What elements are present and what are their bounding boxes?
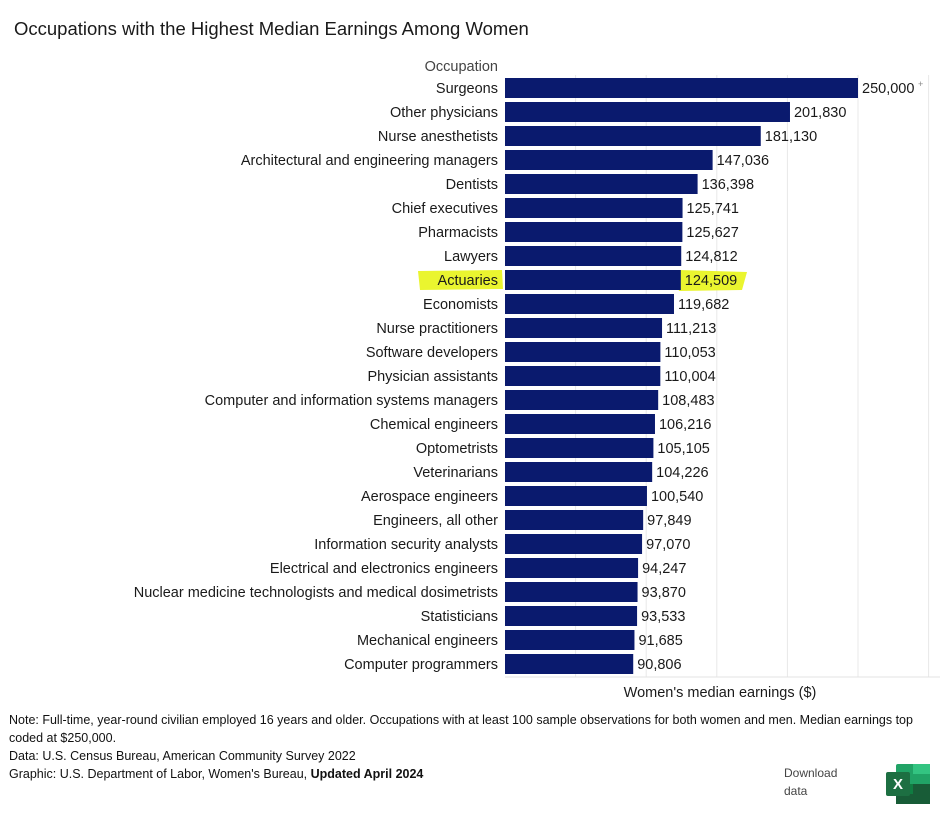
data-label: 100,540	[651, 489, 703, 505]
data-label: 97,849	[647, 513, 691, 529]
graphic-credit: Graphic: U.S. Department of Labor, Women…	[9, 765, 939, 783]
note-text: Note: Full-time, year-round civilian emp…	[9, 713, 913, 745]
excel-icon-letter: X	[893, 776, 903, 793]
data-label: 250,000	[862, 81, 914, 97]
data-label: 124,509	[685, 273, 737, 289]
category-label: Nurse anesthetists	[378, 129, 498, 145]
bar	[505, 486, 647, 506]
bar	[505, 150, 713, 170]
category-label: Surgeons	[436, 81, 498, 97]
bar	[505, 126, 761, 146]
data-label: 201,830	[794, 105, 846, 121]
bar	[505, 630, 635, 650]
data-label: 119,682	[678, 297, 729, 313]
data-label: 93,533	[641, 609, 685, 625]
bar	[505, 366, 661, 386]
chart-title: Occupations with the Highest Median Earn…	[14, 18, 529, 39]
category-label: Economists	[423, 297, 498, 313]
category-label: Chemical engineers	[370, 417, 498, 433]
data-label: 110,004	[664, 369, 715, 385]
bar	[505, 294, 674, 314]
category-label: Optometrists	[416, 441, 498, 457]
highlight-mark	[418, 270, 503, 290]
bar	[505, 342, 661, 362]
data-label: 97,070	[646, 537, 690, 553]
category-header: Occupation	[425, 59, 498, 75]
data-label: 136,398	[702, 177, 754, 193]
bar	[505, 510, 644, 530]
category-label: Software developers	[366, 345, 498, 361]
graphic-credit-prefix: Graphic: U.S. Department of Labor, Women…	[9, 767, 311, 781]
x-axis-label: Women's median earnings ($)	[624, 685, 817, 701]
category-label: Electrical and electronics engineers	[270, 561, 498, 577]
bar	[505, 78, 858, 98]
category-label: Aerospace engineers	[361, 489, 498, 505]
category-label: Chief executives	[392, 201, 498, 217]
data-label: 93,870	[642, 585, 686, 601]
category-label: Computer programmers	[344, 657, 498, 673]
bar	[505, 582, 638, 602]
category-label: Veterinarians	[413, 465, 498, 481]
category-label: Computer and information systems manager…	[205, 393, 498, 409]
bar-chart: Occupation Surgeons 250,000 + Other physicia…	[134, 59, 940, 701]
bar	[505, 414, 655, 434]
bar	[505, 198, 683, 218]
download-data-link[interactable]: Download data	[784, 766, 838, 798]
data-label: 106,216	[659, 417, 711, 433]
download-data[interactable]: Download data X	[784, 764, 930, 804]
category-label: Nuclear medicine technologists and medic…	[134, 585, 498, 601]
data-label: 125,741	[687, 201, 739, 217]
category-label: Pharmacists	[418, 225, 498, 241]
data-label: 104,226	[656, 465, 708, 481]
bar	[505, 534, 643, 554]
data-label: 111,213	[666, 321, 716, 337]
bar	[505, 654, 634, 674]
bar	[505, 246, 682, 266]
bar	[505, 606, 638, 626]
bar	[505, 438, 654, 458]
category-label: Other physicians	[390, 105, 498, 121]
category-label: Actuaries	[438, 273, 498, 289]
data-label: 124,812	[685, 249, 737, 265]
data-label: 181,130	[765, 129, 817, 145]
data-label: 108,483	[662, 393, 714, 409]
category-label: Architectural and engineering managers	[241, 153, 498, 169]
data-source: Data: U.S. Census Bureau, American Commu…	[9, 749, 356, 763]
bar	[505, 174, 698, 194]
data-label: 125,627	[686, 225, 738, 241]
topcode-marker: +	[918, 79, 923, 89]
category-label: Information security analysts	[314, 537, 498, 553]
highlight-mark	[678, 270, 747, 291]
data-label: 90,806	[637, 657, 681, 673]
excel-icon[interactable]: X	[886, 764, 930, 804]
bar	[505, 270, 681, 290]
updated-date: Updated April 2024	[310, 767, 424, 781]
category-label: Engineers, all other	[373, 513, 498, 529]
category-label: Physician assistants	[367, 369, 498, 385]
chart-notes: Note: Full-time, year-round civilian emp…	[9, 711, 939, 783]
category-label: Dentists	[446, 177, 498, 193]
bar	[505, 102, 790, 122]
bar	[505, 462, 653, 482]
bar	[505, 222, 683, 242]
data-label: 91,685	[638, 633, 682, 649]
data-label: 94,247	[642, 561, 686, 577]
bar	[505, 390, 659, 410]
data-label: 110,053	[664, 345, 715, 361]
data-label: 105,105	[657, 441, 709, 457]
bar	[505, 558, 639, 578]
category-label: Mechanical engineers	[357, 633, 498, 649]
bar	[505, 318, 663, 338]
category-label: Nurse practitioners	[376, 321, 498, 337]
category-label: Lawyers	[444, 249, 498, 265]
data-label: 147,036	[717, 153, 769, 169]
category-label: Statisticians	[421, 609, 498, 625]
